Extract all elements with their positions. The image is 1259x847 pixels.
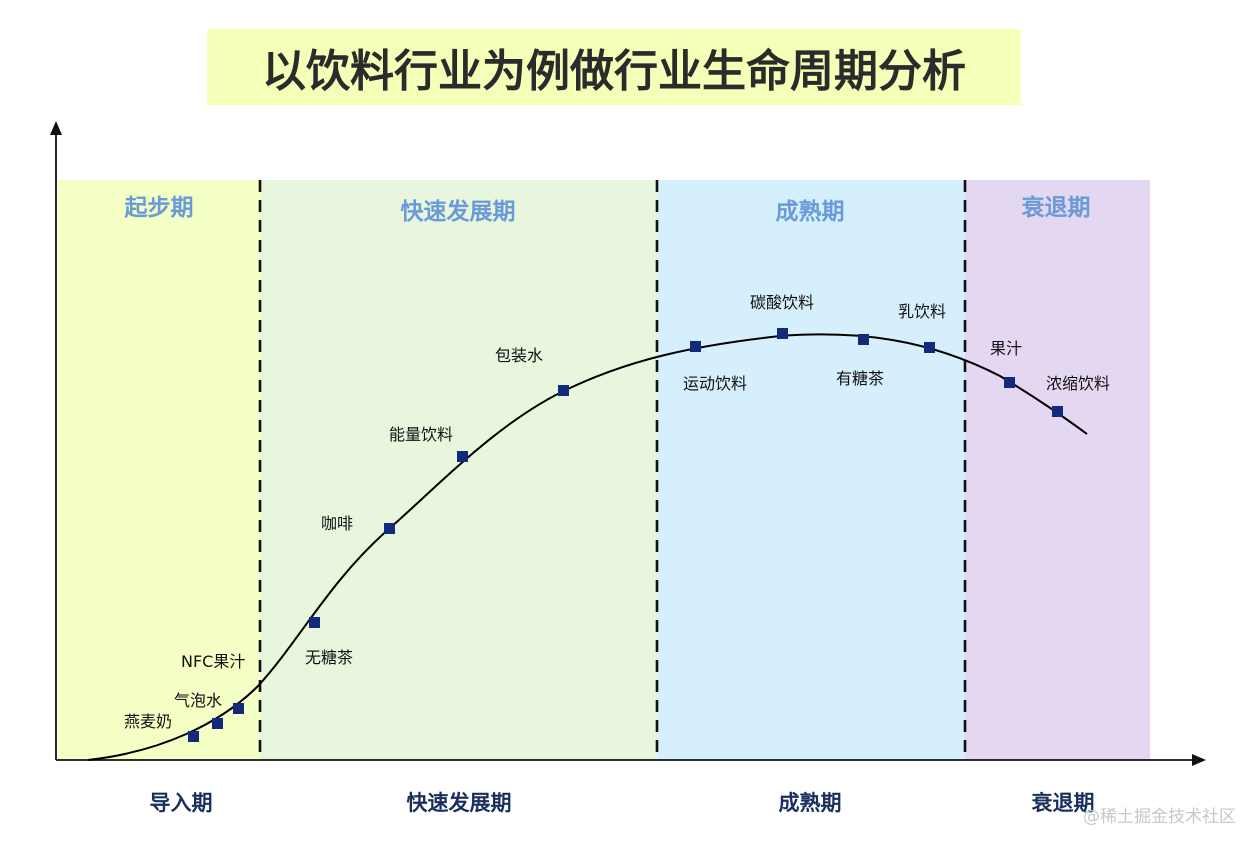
product-label-coffee: 咖啡 <box>321 514 353 533</box>
product-marker-sugar-free-tea <box>309 617 320 628</box>
bottom-label-introduction: 导入期 <box>150 791 213 815</box>
product-marker-packaged-water <box>558 385 569 396</box>
product-label-sparkling-water: 气泡水 <box>174 691 222 710</box>
product-label-concentrate-drink: 浓缩饮料 <box>1046 374 1110 393</box>
stage-label-decline: 衰退期 <box>1021 194 1091 221</box>
product-marker-concentrate-drink <box>1052 406 1063 417</box>
product-marker-sparkling-water <box>212 718 223 729</box>
watermark: @稀土掘金技术社区 <box>1083 807 1236 827</box>
product-marker-carbonated-drink <box>777 328 788 339</box>
x-axis-arrow-icon <box>1192 754 1206 766</box>
stage-band-growth <box>260 180 657 760</box>
title-background <box>207 29 1021 105</box>
page-title: 以饮料行业为例做行业生命周期分析 <box>262 46 966 97</box>
stage-label-startup: 起步期 <box>125 195 194 221</box>
bottom-label-maturity: 成熟期 <box>779 791 842 815</box>
bottom-label-decline: 衰退期 <box>1032 791 1095 815</box>
product-label-oat-milk: 燕麦奶 <box>124 712 172 731</box>
product-marker-sweet-tea <box>858 334 869 345</box>
product-label-packaged-water: 包装水 <box>495 346 543 365</box>
product-marker-coffee <box>384 523 395 534</box>
product-marker-oat-milk <box>188 731 199 742</box>
bottom-label-growth: 快速发展期 <box>407 791 512 815</box>
product-marker-juice <box>1004 377 1015 388</box>
product-marker-energy-drink <box>457 451 468 462</box>
product-label-sports-drink: 运动饮料 <box>683 374 747 393</box>
product-label-sugar-free-tea: 无糖茶 <box>305 648 353 667</box>
product-marker-dairy-drink <box>924 342 935 353</box>
product-label-carbonated-drink: 碳酸饮料 <box>750 293 814 312</box>
stage-band-startup <box>58 180 260 760</box>
y-axis-arrow-icon <box>50 121 62 135</box>
product-marker-nfc-juice <box>233 703 244 714</box>
product-label-energy-drink: 能量饮料 <box>389 425 453 444</box>
stage-band-maturity <box>657 180 965 760</box>
product-label-sweet-tea: 有糖茶 <box>836 369 884 388</box>
stage-band-decline <box>965 180 1150 760</box>
product-marker-sports-drink <box>690 341 701 352</box>
product-label-nfc-juice: NFC果汁 <box>181 652 245 671</box>
stage-label-growth: 快速发展期 <box>401 198 516 225</box>
product-label-juice: 果汁 <box>990 339 1022 358</box>
stage-label-maturity: 成熟期 <box>776 198 845 225</box>
product-label-dairy-drink: 乳饮料 <box>898 302 946 321</box>
